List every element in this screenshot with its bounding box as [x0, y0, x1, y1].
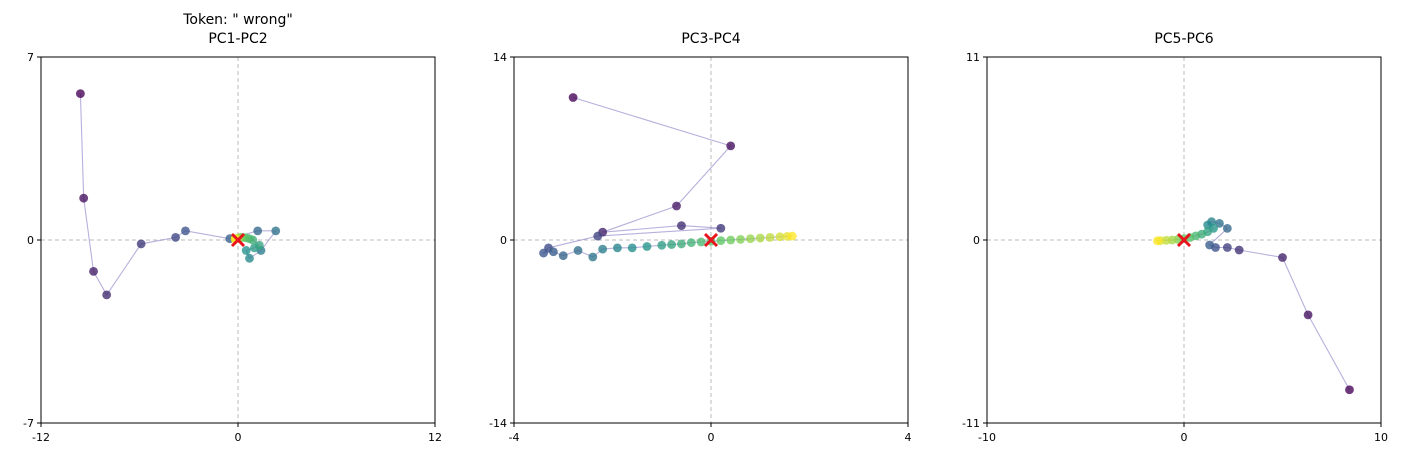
- data-point: [1278, 253, 1287, 262]
- subplot-title: PC1-PC2: [208, 31, 267, 47]
- data-point: [271, 226, 281, 236]
- y-tick-label: 14: [493, 51, 507, 64]
- data-point: [1345, 385, 1354, 395]
- data-point: [593, 231, 603, 241]
- data-point: [76, 89, 85, 98]
- origin-marker: [1176, 232, 1192, 248]
- data-point: [89, 266, 98, 276]
- subplot-1: PC1-PC2 -12 0 12 -7 0 7: [23, 31, 442, 444]
- y-tick-label: 7: [27, 51, 34, 64]
- subplot-3: PC5-PC6 -10 0 10 -11 0 11: [962, 31, 1388, 444]
- data-point: [568, 93, 578, 102]
- x-tick-label: -4: [509, 431, 520, 444]
- data-point: [1234, 245, 1244, 255]
- subplots: PC1-PC2 -12 0 12 -7 0 7 PC3-PC4 -4 0 4 -14 0 14 PC5-PC…: [23, 31, 1388, 444]
- data-point: [775, 232, 785, 242]
- data-point: [787, 231, 797, 241]
- figure-title: Token: " wrong": [182, 12, 293, 28]
- data-point: [677, 239, 686, 249]
- data-point: [716, 223, 726, 233]
- origin-marker: [703, 232, 719, 248]
- data-point: [1215, 218, 1224, 228]
- data-point: [755, 233, 765, 243]
- data-point: [79, 193, 89, 203]
- data-point: [686, 238, 696, 248]
- data-point: [102, 290, 112, 300]
- data-point: [736, 234, 745, 244]
- x-tick-label: 0: [235, 431, 242, 444]
- data-point: [642, 242, 652, 251]
- data-point: [171, 232, 181, 242]
- data-point: [245, 253, 254, 263]
- y-tick-label: 0: [973, 234, 980, 247]
- x-tick-label: 12: [428, 431, 442, 444]
- y-tick-label: 0: [500, 234, 507, 247]
- data-point: [1153, 236, 1162, 246]
- y-tick-label: 0: [27, 234, 34, 247]
- y-tick-label: -14: [489, 417, 507, 430]
- trajectory-line: [79, 93, 277, 296]
- x-tick-label: 10: [1374, 431, 1388, 444]
- data-point: [241, 246, 251, 255]
- y-tick-label: 11: [966, 51, 980, 64]
- data-point: [549, 247, 558, 257]
- x-tick-label: 0: [708, 431, 715, 444]
- data-point: [716, 236, 726, 246]
- x-tick-label: 4: [905, 431, 912, 444]
- x-tick-label: -12: [32, 431, 50, 444]
- x-tick-label: -10: [978, 431, 996, 444]
- x-tick-label: 0: [1181, 431, 1188, 444]
- y-tick-label: -7: [23, 417, 34, 430]
- data-point: [726, 141, 736, 151]
- data-point: [1222, 223, 1232, 233]
- data-point: [667, 240, 676, 249]
- data-point: [696, 237, 706, 247]
- data-point: [657, 240, 667, 250]
- data-point: [539, 248, 548, 258]
- subplot-2: PC3-PC4 -4 0 4 -14 0 14: [489, 31, 911, 444]
- origin-marker: [230, 232, 246, 248]
- data-point: [1222, 243, 1232, 252]
- trajectory-line: [542, 96, 793, 258]
- trajectory-line: [1157, 221, 1350, 390]
- data-point: [613, 243, 622, 253]
- data-point: [253, 226, 263, 236]
- data-point: [181, 226, 190, 236]
- data-point: [573, 246, 583, 255]
- data-point: [1303, 310, 1313, 320]
- data-point: [1205, 240, 1215, 250]
- data-point: [672, 201, 681, 211]
- data-point: [726, 235, 736, 245]
- data-point: [136, 239, 146, 249]
- data-point: [677, 221, 686, 231]
- data-point: [765, 232, 775, 242]
- data-point: [627, 243, 637, 253]
- data-point: [254, 240, 264, 250]
- data-point: [588, 252, 598, 262]
- subplot-title: PC5-PC6: [1154, 31, 1213, 47]
- data-point: [558, 251, 568, 261]
- subplot-title: PC3-PC4: [681, 31, 740, 47]
- y-tick-label: -11: [962, 417, 980, 430]
- data-point: [598, 244, 608, 254]
- data-point: [746, 234, 755, 244]
